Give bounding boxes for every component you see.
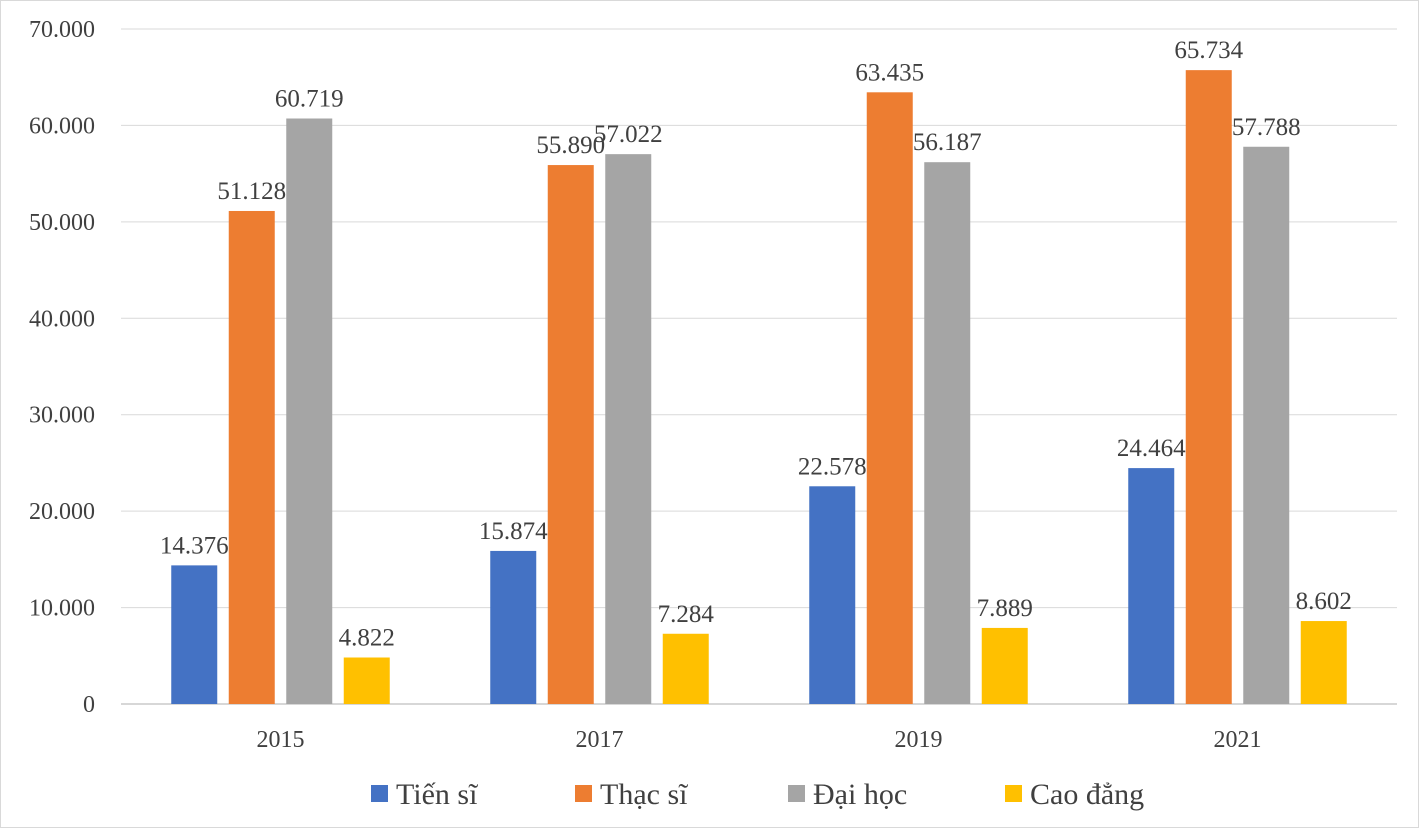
- x-tick-label: 2019: [895, 727, 943, 753]
- y-axis-ticks: 0 10.000 20.000 30.000 40.000 50.000 60.000 70.…: [29, 17, 95, 718]
- y-tick-label: 60.000: [29, 113, 95, 139]
- bar: [171, 565, 218, 704]
- y-tick-label: 30.000: [29, 403, 95, 429]
- data-label: 7.889: [977, 595, 1033, 622]
- data-label: 14.376: [160, 532, 229, 559]
- x-axis-ticks: 2015 2017 2019 2021: [257, 727, 1262, 753]
- data-label: 57.022: [594, 121, 663, 148]
- bar: [286, 118, 333, 704]
- data-label: 24.464: [1117, 435, 1186, 462]
- legend-label: Cao đẳng: [1030, 778, 1144, 811]
- legend-label: Đại học: [813, 778, 907, 811]
- legend: Tiến sĩ Thạc sĩ Đại học Cao đẳng: [371, 778, 1144, 811]
- y-tick-label: 40.000: [29, 306, 95, 332]
- legend-label: Thạc sĩ: [600, 778, 688, 811]
- x-tick-label: 2021: [1214, 727, 1262, 753]
- data-label: 57.788: [1232, 114, 1301, 141]
- data-label: 55.890: [536, 132, 605, 159]
- data-label: 65.734: [1174, 37, 1243, 64]
- data-label: 56.187: [913, 129, 982, 156]
- y-tick-label: 20.000: [29, 499, 95, 525]
- legend-swatch: [575, 785, 592, 802]
- data-label: 22.578: [798, 453, 867, 480]
- legend-swatch: [371, 785, 388, 802]
- data-label: 63.435: [855, 59, 924, 86]
- bar: [1300, 621, 1347, 704]
- bar: [866, 92, 913, 704]
- bar: [924, 162, 971, 705]
- y-tick-label: 50.000: [29, 210, 95, 236]
- bar: [662, 633, 709, 704]
- data-labels: 14.376 51.128 60.719 4.822 15.874 55.89057.02…: [160, 37, 1352, 651]
- y-tick-label: 70.000: [29, 17, 95, 43]
- x-tick-label: 2015: [257, 727, 305, 753]
- bar: [1185, 70, 1232, 705]
- bar: [981, 627, 1028, 704]
- bar: [1128, 468, 1175, 704]
- bar: [490, 550, 537, 704]
- data-label: 60.719: [275, 85, 344, 112]
- gridlines: [121, 28, 1397, 705]
- y-tick-label: 0: [83, 692, 95, 718]
- bar: [228, 210, 275, 705]
- bar: [343, 657, 390, 704]
- data-label: 7.284: [658, 601, 715, 628]
- bar: [809, 486, 856, 704]
- bar: [1243, 146, 1290, 705]
- x-tick-label: 2017: [576, 727, 624, 753]
- bars: [171, 70, 1347, 705]
- y-tick-label: 10.000: [29, 596, 95, 622]
- legend-swatch: [1005, 785, 1022, 802]
- bar: [605, 154, 652, 704]
- legend-label: Tiến sĩ: [396, 778, 478, 811]
- legend-swatch: [788, 785, 805, 802]
- data-label: 8.602: [1296, 588, 1352, 615]
- bar: [547, 165, 594, 704]
- data-label: 51.128: [217, 178, 286, 205]
- data-label: 15.874: [479, 518, 548, 545]
- data-label: 4.822: [339, 625, 395, 652]
